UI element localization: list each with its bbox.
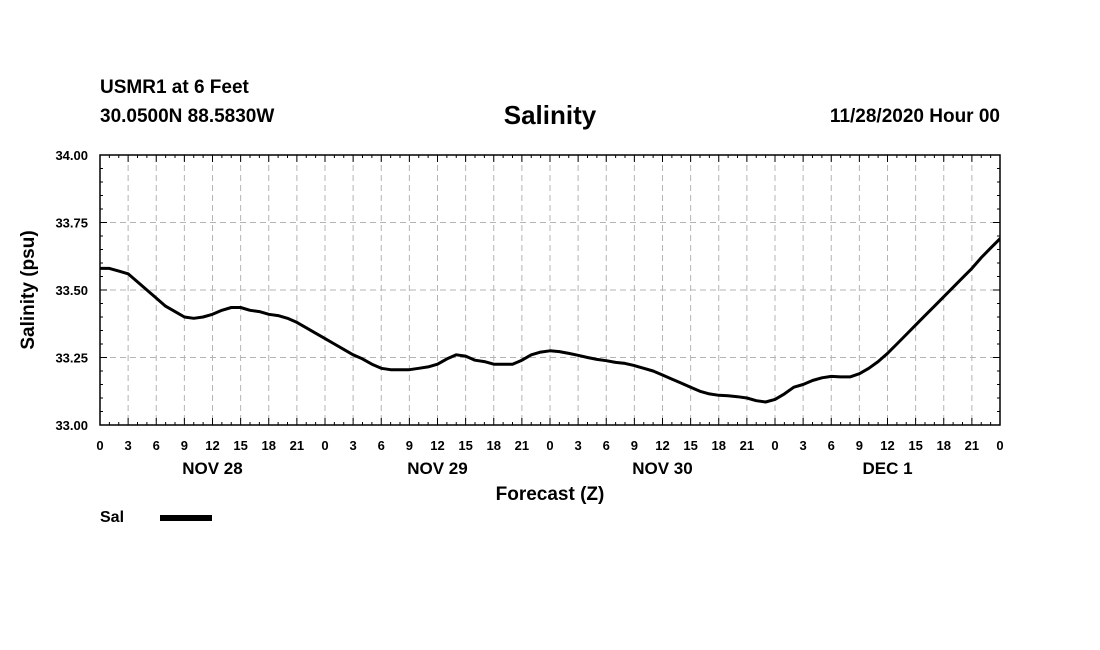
y-tick-label: 33.50: [55, 283, 88, 298]
day-label: NOV 30: [632, 459, 692, 478]
day-label: NOV 28: [182, 459, 242, 478]
x-tick-label: 3: [800, 438, 807, 453]
x-tick-label: 9: [181, 438, 188, 453]
chart-title: Salinity: [503, 100, 597, 130]
x-tick-label: 0: [996, 438, 1003, 453]
legend-swatch-sal: [160, 515, 212, 521]
x-tick-label: 12: [655, 438, 669, 453]
x-tick-label: 6: [828, 438, 835, 453]
y-tick-label: 33.00: [55, 418, 88, 433]
x-tick-label: 6: [153, 438, 160, 453]
series-line-sal: [100, 237, 1000, 404]
y-tick-label: 33.75: [55, 216, 88, 231]
x-tick-label: 15: [683, 438, 697, 453]
x-tick-label: 3: [125, 438, 132, 453]
day-label: DEC 1: [862, 459, 912, 478]
x-tick-label: 12: [880, 438, 894, 453]
x-axis-title: Forecast (Z): [496, 484, 605, 505]
x-tick-label: 0: [96, 438, 103, 453]
x-tick-label: 15: [233, 438, 247, 453]
x-tick-label: 18: [487, 438, 501, 453]
x-tick-label: 18: [937, 438, 951, 453]
forecast-run-time: 11/28/2020 Hour 00: [829, 106, 1000, 127]
label-layer: 0 3 6 9 12 15 18 21 0 3 6 9 12 15 18 21 0 3 6 9 12 15 18 21 0 3 6 9…: [18, 148, 1004, 505]
x-tick-label: 15: [458, 438, 472, 453]
x-tick-label: 9: [631, 438, 638, 453]
station-coordinates: 30.0500N 88.5830W: [100, 106, 275, 127]
station-name: USMR1 at 6 Feet: [100, 77, 249, 98]
y-axis-title: Salinity (psu): [18, 230, 39, 349]
y-tick-label: 34.00: [55, 148, 88, 163]
x-tick-label: 12: [430, 438, 444, 453]
grid-layer: [100, 155, 1000, 425]
y-tick-label: 33.25: [55, 351, 88, 366]
x-tick-label: 6: [378, 438, 385, 453]
x-tick-label: 0: [771, 438, 778, 453]
x-tick-label: 18: [262, 438, 276, 453]
x-tick-label: 12: [205, 438, 219, 453]
legend: Sal: [100, 509, 212, 527]
x-tick-label: 21: [740, 438, 754, 453]
x-tick-label: 15: [908, 438, 922, 453]
x-tick-label: 21: [290, 438, 304, 453]
x-tick-label: 21: [515, 438, 529, 453]
series-layer: [100, 237, 1000, 404]
x-tick-label: 18: [712, 438, 726, 453]
x-tick-label: 0: [321, 438, 328, 453]
x-tick-label: 3: [575, 438, 582, 453]
x-tick-label: 3: [350, 438, 357, 453]
x-tick-label: 9: [856, 438, 863, 453]
plot-frame: [99, 154, 1001, 426]
x-tick-label: 9: [406, 438, 413, 453]
x-tick-label: 21: [965, 438, 979, 453]
x-tick-label: 0: [546, 438, 553, 453]
day-label: NOV 29: [407, 459, 467, 478]
axis-layer: [99, 154, 1001, 426]
legend-label-sal: Sal: [100, 509, 125, 526]
x-tick-label: 6: [603, 438, 610, 453]
